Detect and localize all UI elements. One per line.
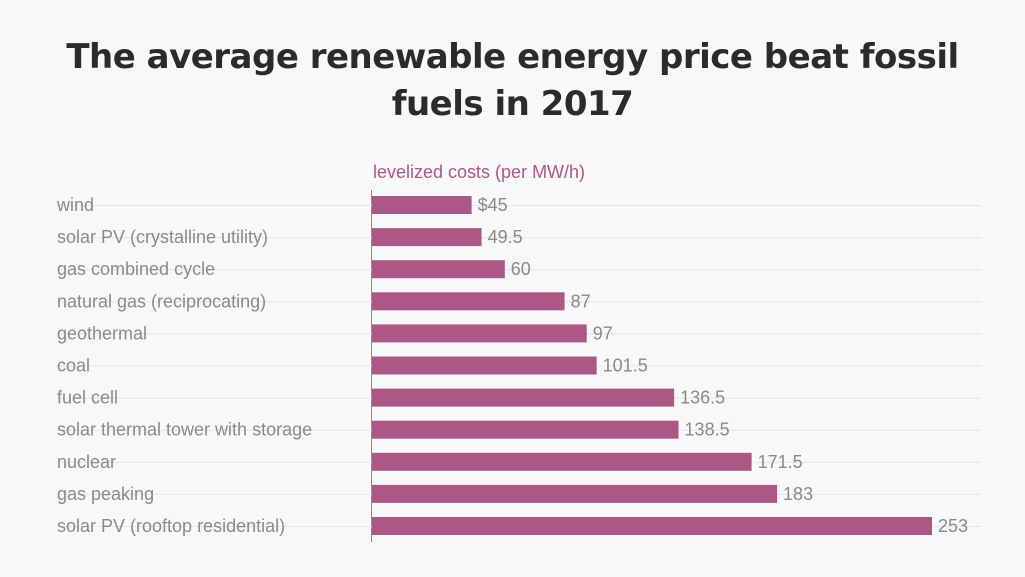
category-label: gas combined cycle [57,259,215,279]
bar [372,484,778,503]
value-label: 97 [593,323,613,343]
category-label: solar PV (rooftop residential) [57,516,285,536]
bar [372,356,597,375]
category-label: fuel cell [57,388,118,408]
bar [372,517,932,535]
category-label: solar PV (crystalline utility) [57,227,268,247]
value-label: 87 [571,291,591,311]
category-label: gas peaking [57,484,154,504]
category-label: wind [56,195,94,215]
bar [372,420,679,439]
value-label: 49.5 [488,227,523,247]
category-label: solar thermal tower with storage [57,420,312,440]
category-label: natural gas (reciprocating) [57,291,266,311]
value-label: $45 [478,195,508,215]
bar [372,292,565,311]
value-label: 138.5 [685,420,730,440]
value-label: 253 [938,516,968,536]
bar [372,196,472,214]
bar [372,228,482,247]
bar [372,388,675,407]
bar [372,452,752,471]
bars [372,196,932,535]
value-label: 171.5 [758,452,803,472]
axis-title: levelized costs (per MW/h) [373,162,585,182]
category-label: coal [57,356,90,376]
value-label: 183 [783,484,813,504]
category-labels: wind solar PV (crystalline utility) gas co… [56,195,312,536]
value-label: 136.5 [680,388,725,408]
category-label: geothermal [57,323,147,343]
value-label: 101.5 [603,356,648,376]
value-label: 60 [511,259,531,279]
bar [372,260,505,279]
bar [372,324,587,343]
chart-title: The average renewable energy price beat … [66,37,959,124]
category-label: nuclear [57,452,116,472]
